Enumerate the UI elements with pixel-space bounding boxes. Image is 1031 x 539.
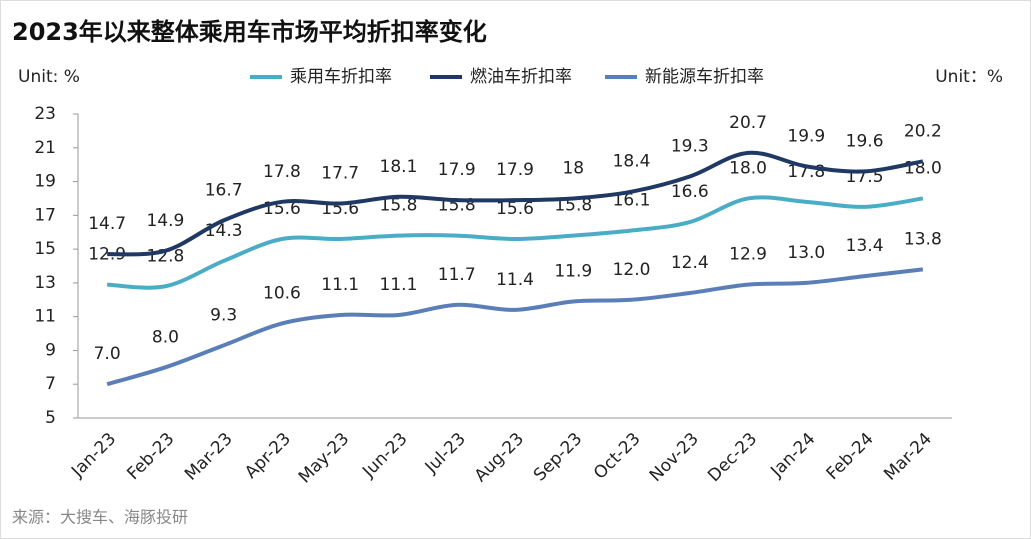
y-tick-label: 21 — [34, 138, 56, 158]
data-label: 18.4 — [613, 152, 651, 172]
data-label: 15.8 — [380, 196, 418, 216]
data-label: 14.9 — [146, 211, 184, 231]
legend-label: 燃油车折扣率 — [470, 67, 572, 87]
data-label: 8.0 — [152, 327, 179, 347]
data-label: 18 — [562, 158, 584, 178]
source: 来源：大搜车、海豚投研 — [12, 508, 188, 527]
data-label: 17.9 — [438, 160, 476, 180]
y-tick-label: 13 — [34, 273, 56, 293]
series-line — [107, 150, 924, 257]
y-tick-label: 15 — [34, 239, 56, 259]
y-unit-left: Unit: % — [18, 67, 80, 87]
data-label: 16.6 — [671, 182, 709, 202]
data-label: 11.1 — [321, 275, 359, 295]
y-tick-label: 19 — [34, 172, 56, 192]
y-unit-right: Unit：% — [935, 67, 1003, 87]
legend-label: 乘用车折扣率 — [290, 67, 392, 87]
data-label: 9.3 — [210, 305, 237, 325]
data-label: 13.8 — [904, 229, 942, 249]
data-label: 17.8 — [263, 162, 301, 182]
data-label: 13.0 — [787, 243, 825, 263]
data-label: 15.6 — [496, 199, 534, 219]
data-label: 18.1 — [380, 157, 418, 177]
data-label: 10.6 — [263, 283, 301, 303]
y-tick-label: 5 — [45, 408, 56, 428]
data-label: 16.1 — [613, 191, 651, 211]
series-line — [107, 195, 924, 290]
data-label: 12.9 — [88, 245, 126, 265]
data-label: 19.3 — [671, 136, 709, 156]
data-label: 14.7 — [88, 214, 126, 234]
data-label: 17.7 — [321, 164, 359, 184]
data-label: 11.1 — [380, 275, 418, 295]
y-tick-label: 23 — [34, 104, 56, 124]
data-label: 11.4 — [496, 270, 534, 290]
data-label: 13.4 — [846, 236, 884, 256]
chart-title: 2023年以来整体乘用车市场平均折扣率变化 — [12, 18, 487, 46]
y-tick-label: 9 — [45, 340, 56, 360]
data-label: 18.0 — [729, 158, 767, 178]
y-tick-label: 17 — [34, 205, 56, 225]
y-tick-label: 7 — [45, 374, 56, 394]
data-label: 12.9 — [729, 245, 767, 265]
y-tick-label: 11 — [34, 307, 56, 327]
data-label: 16.7 — [205, 180, 243, 200]
data-label: 11.7 — [438, 265, 476, 285]
data-label: 20.2 — [904, 121, 942, 141]
data-label: 19.6 — [846, 131, 884, 151]
data-label: 11.9 — [554, 261, 592, 281]
legend-label: 新能源车折扣率 — [645, 67, 764, 87]
data-label: 12.0 — [613, 260, 651, 280]
data-label: 12.4 — [671, 253, 709, 273]
data-label: 19.9 — [787, 126, 825, 146]
data-label: 14.3 — [205, 221, 243, 241]
data-label: 17.9 — [496, 160, 534, 180]
series-line — [106, 267, 924, 387]
data-label: 7.0 — [94, 344, 121, 364]
data-label: 20.7 — [729, 113, 767, 133]
